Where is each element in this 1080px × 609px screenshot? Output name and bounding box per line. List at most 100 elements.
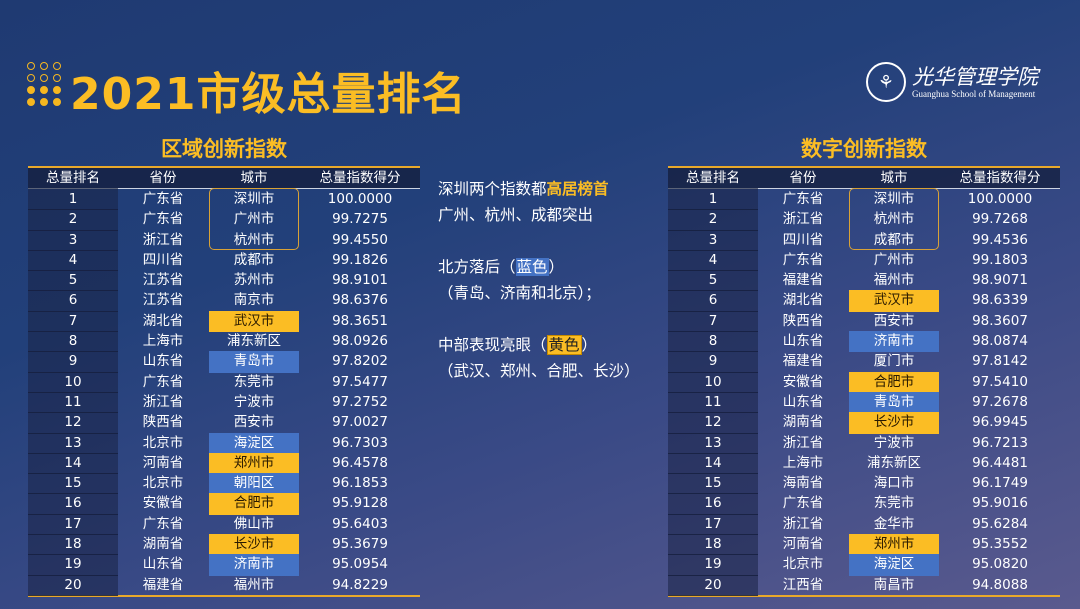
note-line-4: （青岛、济南和北京）；: [438, 284, 601, 302]
note-highlight: 高居榜首: [546, 180, 609, 198]
province-cell: 广东省: [782, 191, 824, 207]
rank-cell: 2: [28, 209, 118, 231]
city-cell: 成都市: [873, 231, 915, 248]
table-row: 11 山东省 青岛市 97.2678: [668, 391, 1060, 414]
city-cell: 浦东新区: [867, 454, 921, 471]
score-cell: 97.8142: [972, 353, 1028, 370]
note-text: 深圳两个指数都: [438, 180, 547, 198]
rank-cell: 7: [668, 310, 758, 333]
score-cell: 97.5477: [332, 373, 388, 390]
province-cell: 山东省: [782, 393, 824, 410]
rank-cell: 16: [28, 493, 118, 515]
rank-cell: 11: [28, 391, 118, 414]
province-cell: 浙江省: [782, 211, 824, 228]
province-cell: 广东省: [142, 373, 184, 390]
rank-cell: 17: [28, 513, 118, 536]
city-cell: 厦门市: [873, 353, 915, 370]
city-cell: 宁波市: [233, 393, 275, 410]
rank-cell: 8: [28, 331, 118, 353]
score-cell: 95.0820: [972, 556, 1028, 573]
rank-cell: 20: [28, 574, 118, 596]
province-cell: 四川省: [782, 231, 824, 248]
province-cell: 安徽省: [142, 495, 184, 512]
city-cell: 海口市: [873, 475, 915, 492]
province-cell: 河南省: [142, 454, 184, 471]
city-cell: 成都市: [233, 251, 275, 268]
city-cell: 宁波市: [873, 434, 915, 451]
score-cell: 95.0954: [332, 556, 388, 573]
rank-cell: 13: [668, 432, 758, 454]
rank-cell: 6: [28, 290, 118, 312]
regional-innovation-table: 总量排名 省份 城市 总量指数得分 1 广东省 深圳市 100.0000 2 广东省 广州市 99.7…: [28, 166, 420, 597]
note-line-3: 北方落后（蓝色）: [438, 254, 640, 280]
header-city: 城市: [880, 170, 908, 186]
score-cell: 96.7303: [332, 434, 388, 451]
city-cell: 郑州市: [849, 534, 939, 556]
city-cell: 浦东新区: [227, 333, 281, 350]
province-cell: 上海市: [142, 333, 184, 350]
rank-cell: 17: [668, 513, 758, 536]
rank-cell: 18: [28, 534, 118, 556]
city-cell: 东莞市: [233, 373, 275, 390]
score-cell: 95.3679: [332, 536, 388, 553]
score-cell: 100.0000: [327, 191, 393, 207]
rank-cell: 3: [668, 229, 758, 251]
score-cell: 98.6339: [972, 292, 1028, 309]
rank-cell: 11: [668, 391, 758, 414]
table-row: 20 江西省 南昌市 94.8088: [668, 574, 1060, 596]
score-cell: 99.4550: [332, 231, 388, 248]
table-row: 4 广东省 广州市 99.1803: [668, 249, 1060, 272]
city-cell: 福州市: [233, 576, 275, 593]
note-text: ）: [581, 336, 598, 354]
table-row: 17 广东省 佛山市 95.6403: [28, 513, 420, 536]
table-row: 3 浙江省 杭州市 99.4550: [28, 229, 420, 251]
city-cell: 郑州市: [209, 452, 299, 475]
score-cell: 94.8229: [332, 576, 388, 593]
city-cell: 合肥市: [209, 493, 299, 515]
note-line-2: 广州、杭州、成都突出: [438, 206, 594, 224]
score-cell: 98.0874: [972, 333, 1028, 350]
rank-cell: 9: [28, 351, 118, 373]
city-cell: 青岛市: [209, 351, 299, 373]
province-cell: 广东省: [782, 495, 824, 512]
score-cell: 97.5410: [972, 373, 1028, 390]
province-cell: 北京市: [142, 475, 184, 492]
city-cell: 深圳市: [873, 191, 915, 207]
province-cell: 江苏省: [142, 272, 184, 289]
score-cell: 98.6376: [332, 292, 388, 309]
city-cell: 合肥市: [849, 371, 939, 393]
logo-cn: 光华管理学院: [912, 65, 1038, 89]
score-cell: 98.9071: [972, 272, 1028, 289]
city-cell: 西安市: [873, 312, 915, 329]
province-cell: 湖北省: [142, 312, 184, 329]
table-row: 3 四川省 成都市 99.4536: [668, 229, 1060, 251]
province-cell: 福建省: [142, 576, 184, 593]
table-row: 13 浙江省 宁波市 96.7213: [668, 432, 1060, 454]
note-line-5: 中部表现亮眼（ 黄色）: [438, 332, 640, 358]
table-row: 6 江苏省 南京市 98.6376: [28, 290, 420, 312]
city-cell: 福州市: [873, 272, 915, 289]
province-cell: 广东省: [142, 191, 184, 207]
right-table-title: 数字创新指数: [801, 137, 927, 161]
province-cell: 江西省: [782, 576, 824, 593]
score-cell: 98.3651: [332, 312, 388, 329]
note-text: 中部表现亮眼（: [438, 336, 547, 354]
province-cell: 浙江省: [782, 515, 824, 532]
table-row: 18 河南省 郑州市 95.3552: [668, 534, 1060, 556]
province-cell: 浙江省: [142, 231, 184, 248]
rank-cell: 2: [668, 209, 758, 231]
table-row: 15 海南省 海口市 96.1749: [668, 473, 1060, 495]
rank-cell: 14: [668, 452, 758, 475]
rank-cell: 15: [28, 473, 118, 495]
city-cell: 杭州市: [873, 211, 915, 228]
peking-university-seal-icon: ⚘: [866, 62, 906, 102]
table-row: 6 湖北省 武汉市 98.6339: [668, 290, 1060, 312]
table-row: 2 广东省 广州市 99.7275: [28, 209, 420, 231]
rank-cell: 19: [28, 554, 118, 576]
rank-cell: 3: [28, 229, 118, 251]
score-cell: 96.9945: [972, 414, 1028, 431]
table-row: 14 河南省 郑州市 96.4578: [28, 452, 420, 475]
city-cell: 广州市: [233, 211, 275, 228]
table-header: 总量排名 省份 城市 总量指数得分: [668, 168, 1060, 190]
province-cell: 陕西省: [142, 414, 184, 431]
